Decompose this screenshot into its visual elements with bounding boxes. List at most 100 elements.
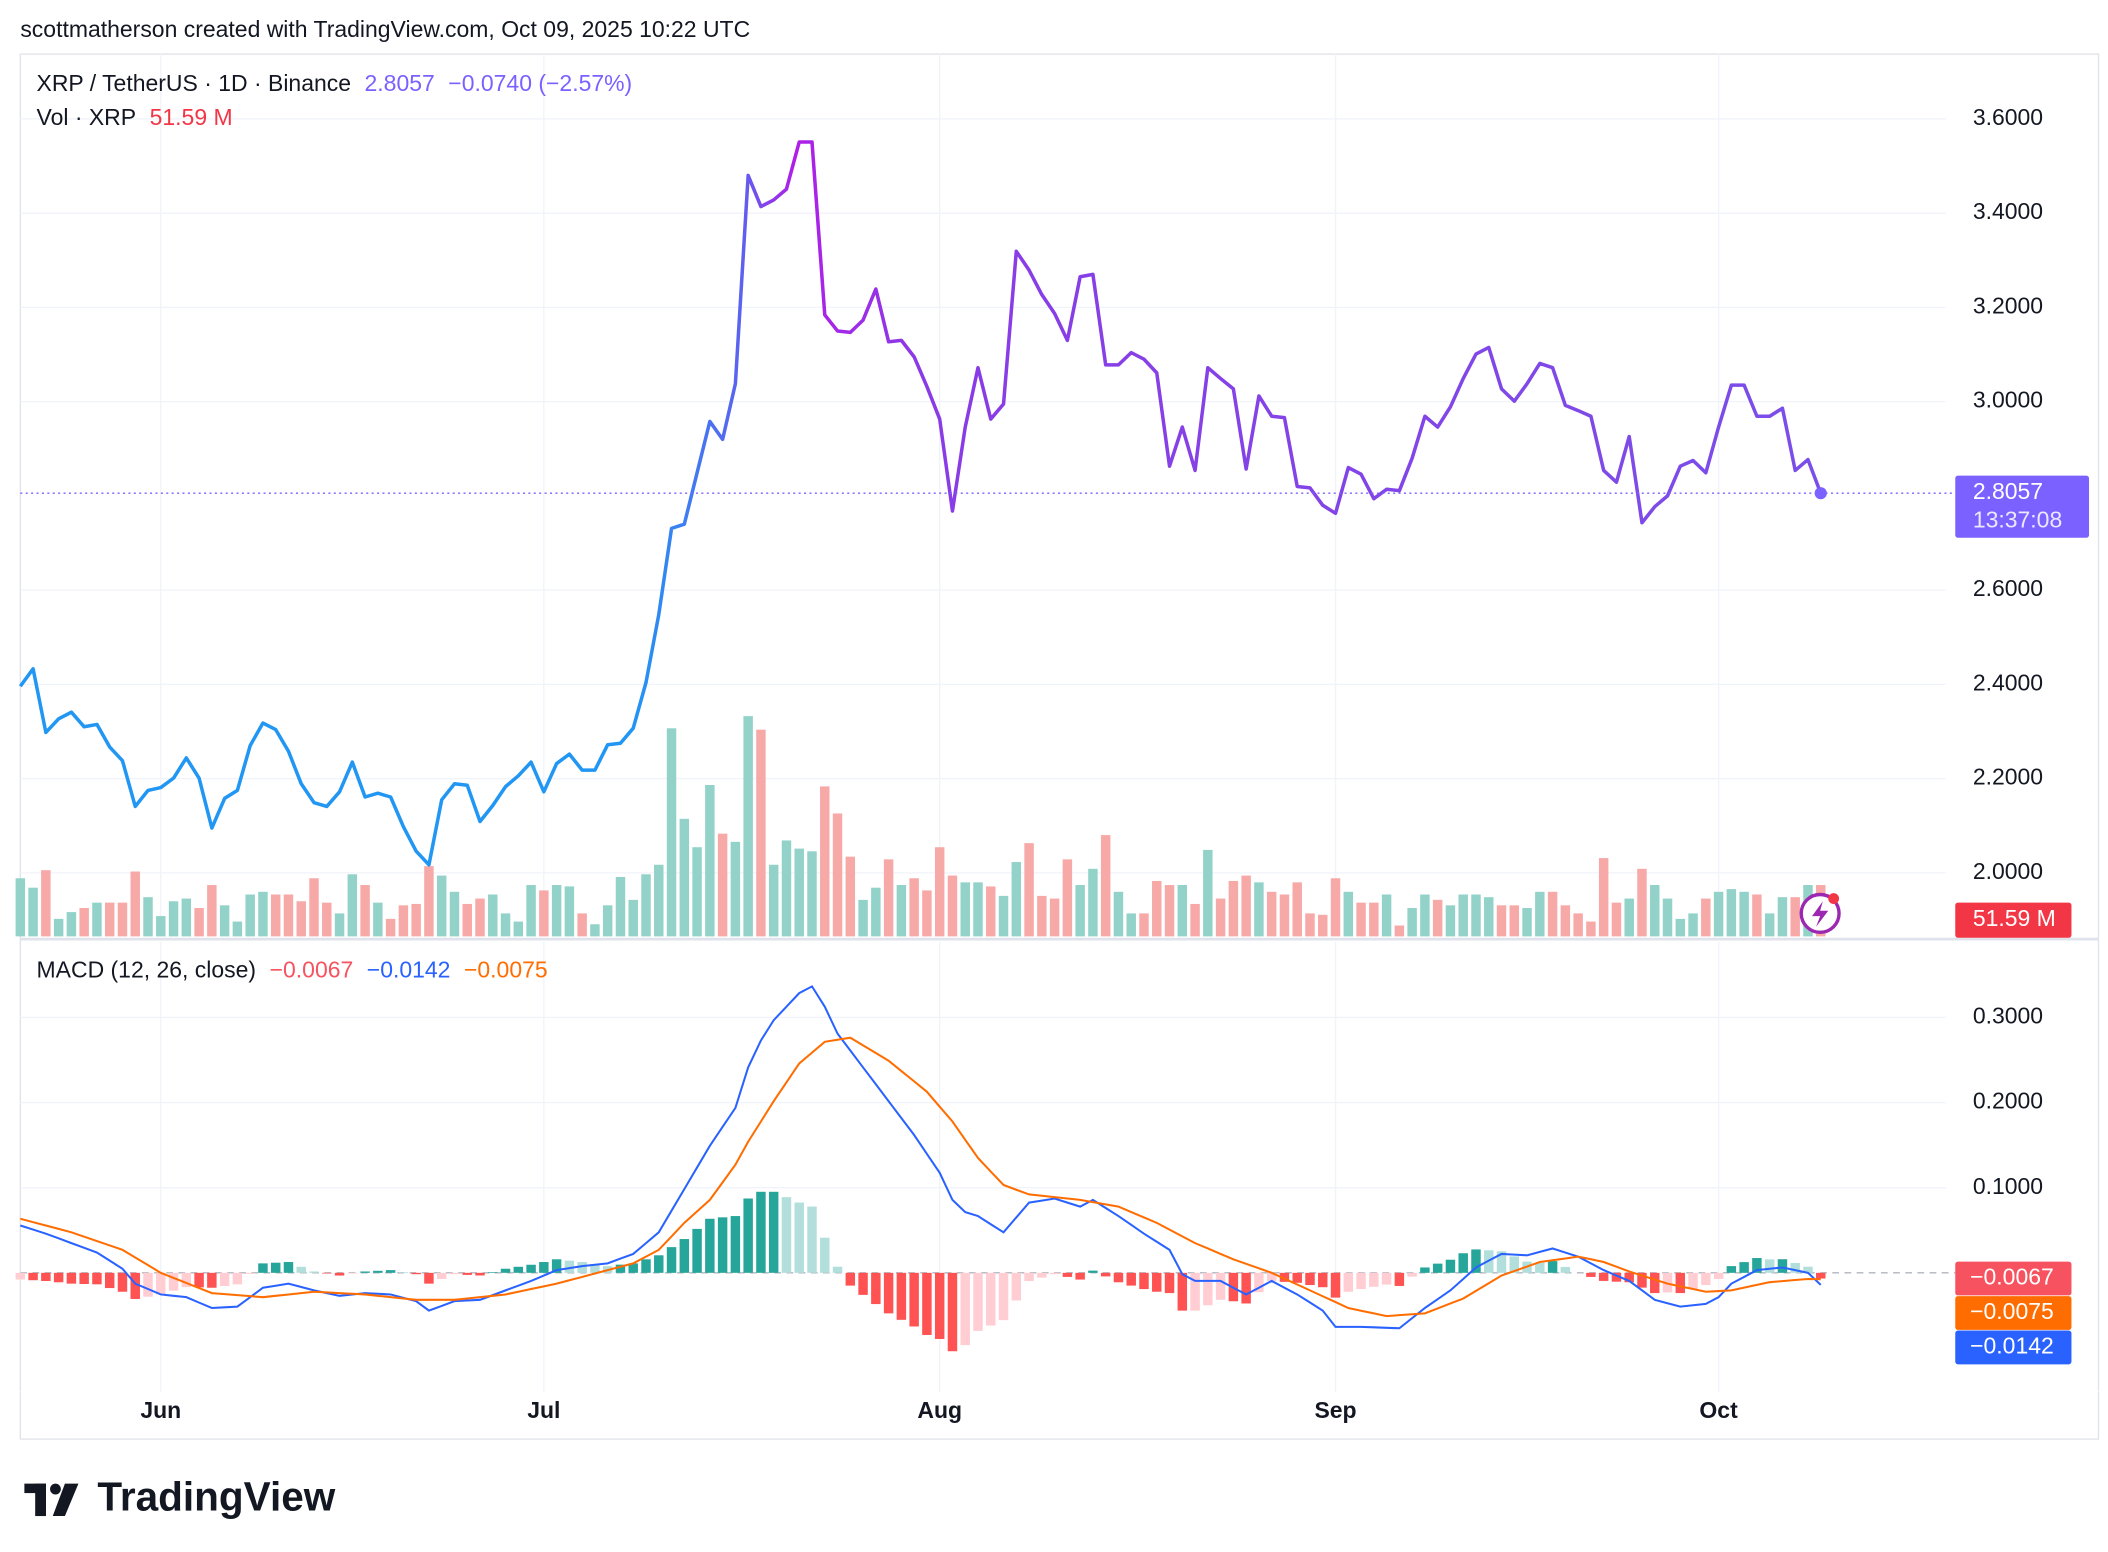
histogram-bar bbox=[1598, 1272, 1609, 1281]
histogram-bar bbox=[756, 1191, 766, 1273]
volume-bar bbox=[270, 894, 281, 937]
histogram-bar bbox=[1266, 1272, 1277, 1281]
volume-box bbox=[1955, 902, 2072, 938]
histogram-bar bbox=[705, 1218, 715, 1273]
volume-bar bbox=[871, 887, 881, 937]
histogram-bar bbox=[832, 1266, 843, 1273]
volume-bar bbox=[500, 913, 511, 937]
volume-bar bbox=[641, 874, 651, 937]
logo-mark bbox=[52, 1483, 79, 1517]
volume-bar bbox=[590, 924, 600, 937]
volume-bar bbox=[1011, 862, 1022, 937]
histogram-bar bbox=[1279, 1272, 1290, 1282]
histogram-bar bbox=[1049, 1272, 1060, 1275]
x-tick-label: Sep bbox=[1314, 1397, 1356, 1423]
legend-name: XRP / TetherUS · 1D · Binance bbox=[37, 70, 351, 96]
histogram-bar bbox=[1011, 1272, 1022, 1301]
histogram-bar bbox=[462, 1272, 472, 1275]
volume-bar bbox=[424, 866, 434, 937]
volume-bar bbox=[845, 856, 856, 937]
volume-bar bbox=[832, 813, 843, 937]
histogram-bar bbox=[666, 1247, 677, 1273]
volume-bar bbox=[1241, 875, 1251, 937]
macd-line bbox=[20, 1036, 1821, 1318]
histogram-bar bbox=[577, 1262, 587, 1273]
legend-value: −0.0142 bbox=[367, 957, 451, 983]
volume-bar bbox=[436, 875, 447, 937]
volume-bar bbox=[768, 864, 779, 937]
volume-bar bbox=[973, 882, 983, 937]
volume-bar bbox=[1598, 858, 1609, 937]
volume-bar bbox=[986, 886, 996, 937]
histogram-bar bbox=[181, 1272, 192, 1288]
histogram-bar bbox=[654, 1255, 664, 1273]
histogram-bar bbox=[53, 1272, 64, 1283]
volume-bar bbox=[373, 902, 383, 937]
histogram-bar bbox=[385, 1270, 396, 1273]
credit: scottmatherson created with TradingView.… bbox=[20, 16, 750, 42]
histogram-bar bbox=[934, 1272, 945, 1339]
volume-bar bbox=[1305, 913, 1315, 937]
histogram-bar bbox=[1777, 1259, 1788, 1273]
histogram-bar bbox=[1496, 1251, 1507, 1273]
histogram-bar bbox=[283, 1262, 294, 1273]
logo-mark bbox=[50, 1483, 61, 1495]
volume-bar bbox=[1266, 891, 1277, 937]
countdown-label: 13:37:08 bbox=[1973, 507, 2062, 533]
volume-bar bbox=[807, 851, 817, 937]
histogram-bar bbox=[1790, 1262, 1800, 1273]
volume-bar bbox=[934, 847, 945, 937]
volume-bar bbox=[104, 902, 115, 937]
histogram-bar bbox=[909, 1272, 919, 1327]
histogram-bar bbox=[551, 1259, 562, 1273]
volume-bar bbox=[1254, 882, 1264, 937]
histogram-bar bbox=[794, 1202, 804, 1273]
histogram-bar bbox=[717, 1217, 728, 1273]
histogram-bar bbox=[1458, 1253, 1468, 1273]
volume-bar bbox=[1203, 849, 1213, 937]
volume-bar bbox=[1356, 902, 1366, 937]
volume-bar bbox=[1535, 891, 1545, 937]
histogram-bar bbox=[960, 1272, 970, 1346]
alert-dot bbox=[1828, 893, 1840, 904]
histogram-bar bbox=[15, 1272, 26, 1280]
histogram-bar bbox=[475, 1272, 485, 1276]
volume-bar bbox=[858, 899, 868, 937]
volume-bar bbox=[526, 885, 536, 937]
histogram-bar bbox=[896, 1272, 907, 1320]
histogram-bar bbox=[500, 1268, 511, 1273]
histogram-bar bbox=[1611, 1272, 1622, 1282]
histogram-bar bbox=[986, 1272, 996, 1326]
y-tick-label: 3.0000 bbox=[1973, 387, 2043, 413]
volume-bar bbox=[1432, 899, 1443, 937]
last-value-label: −0.0075 bbox=[1970, 1298, 2054, 1324]
volume-bar bbox=[1458, 894, 1468, 937]
alert-icon bbox=[1799, 892, 1841, 935]
volume-bar bbox=[1675, 918, 1686, 937]
histogram-bar bbox=[424, 1272, 434, 1284]
volume-bar bbox=[1496, 905, 1507, 937]
volume-bar bbox=[1075, 885, 1085, 937]
volume-bar bbox=[1445, 905, 1456, 937]
histogram-bar bbox=[947, 1272, 958, 1352]
volume-bar bbox=[258, 891, 268, 937]
histogram-bar bbox=[1100, 1272, 1111, 1277]
volume-bar bbox=[883, 859, 894, 937]
volume-bar bbox=[960, 882, 970, 937]
volume-last-label: 51.59 M bbox=[1973, 905, 2056, 931]
histogram-bar bbox=[513, 1266, 524, 1273]
histogram-bar bbox=[1637, 1272, 1647, 1288]
volume-bar bbox=[28, 887, 38, 937]
volume-bar bbox=[1752, 894, 1762, 937]
y-tick-label: 2.2000 bbox=[1973, 764, 2043, 790]
volume-bar bbox=[449, 891, 460, 937]
volume-bar bbox=[1471, 894, 1481, 937]
histogram-bar bbox=[449, 1272, 460, 1275]
volume-bar bbox=[194, 908, 204, 937]
last-price-box bbox=[1955, 475, 2090, 538]
histogram-bar bbox=[807, 1206, 817, 1273]
histogram-bar bbox=[1330, 1272, 1341, 1298]
volume-bar bbox=[564, 886, 575, 937]
legend-name: MACD (12, 26, close) bbox=[37, 957, 257, 983]
alert-bolt bbox=[1812, 901, 1829, 927]
